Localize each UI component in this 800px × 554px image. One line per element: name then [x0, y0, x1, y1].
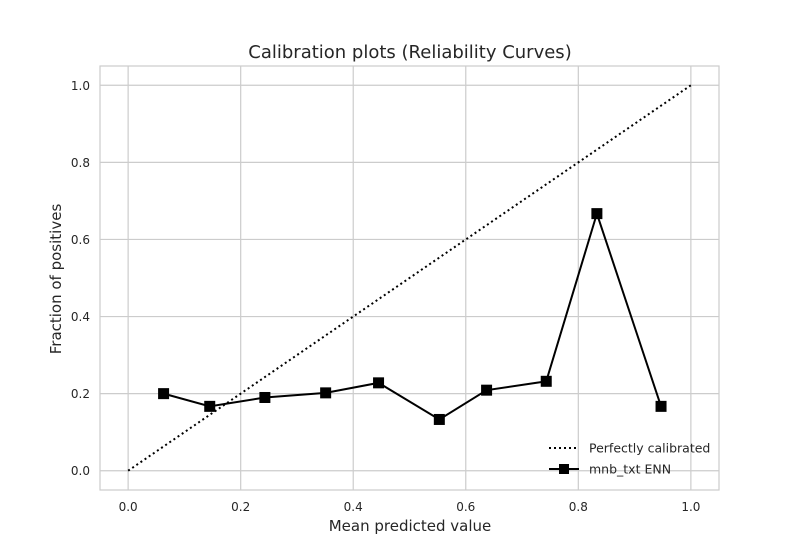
- data-point-marker: [320, 387, 332, 399]
- y-tick-label: 0.4: [71, 310, 90, 324]
- legend: Perfectly calibrated mnb_txt ENN: [549, 441, 710, 477]
- data-point-marker: [259, 391, 271, 403]
- x-tick-label: 0.6: [456, 500, 475, 514]
- y-tick-label: 0.8: [71, 156, 90, 170]
- y-tick-label: 0.6: [71, 233, 90, 247]
- x-tick-labels: 0.0 0.2 0.4 0.6 0.8 1.0: [119, 500, 701, 514]
- data-point-marker: [433, 413, 445, 425]
- y-tick-label: 0.2: [71, 387, 90, 401]
- diagonal-reference-line: [127, 84, 692, 472]
- legend-label: mnb_txt ENN: [589, 462, 671, 477]
- data-point-marker: [540, 375, 552, 387]
- legend-label: Perfectly calibrated: [589, 441, 710, 456]
- series-layer: [127, 84, 692, 472]
- y-axis-label: Fraction of positives: [47, 204, 65, 355]
- data-point-marker: [204, 400, 216, 412]
- y-tick-label: 0.0: [71, 464, 90, 478]
- data-point-marker: [591, 208, 603, 220]
- legend-marker-sample: [559, 464, 569, 474]
- x-tick-label: 1.0: [681, 500, 700, 514]
- chart-title: Calibration plots (Reliability Curves): [248, 42, 571, 63]
- data-point-marker: [373, 377, 385, 389]
- x-tick-label: 0.4: [344, 500, 363, 514]
- data-point-marker: [655, 400, 667, 412]
- y-tick-label: 1.0: [71, 79, 90, 93]
- plot-frame: [99, 65, 720, 491]
- data-point-marker: [481, 384, 493, 396]
- data-point-marker: [158, 388, 170, 400]
- x-tick-label: 0.2: [231, 500, 250, 514]
- y-tick-labels: 0.0 0.2 0.4 0.6 0.8 1.0: [71, 79, 90, 478]
- x-tick-label: 0.0: [119, 500, 138, 514]
- series-line: [163, 210, 662, 421]
- x-tick-label: 0.8: [569, 500, 588, 514]
- x-axis-label: Mean predicted value: [329, 517, 492, 535]
